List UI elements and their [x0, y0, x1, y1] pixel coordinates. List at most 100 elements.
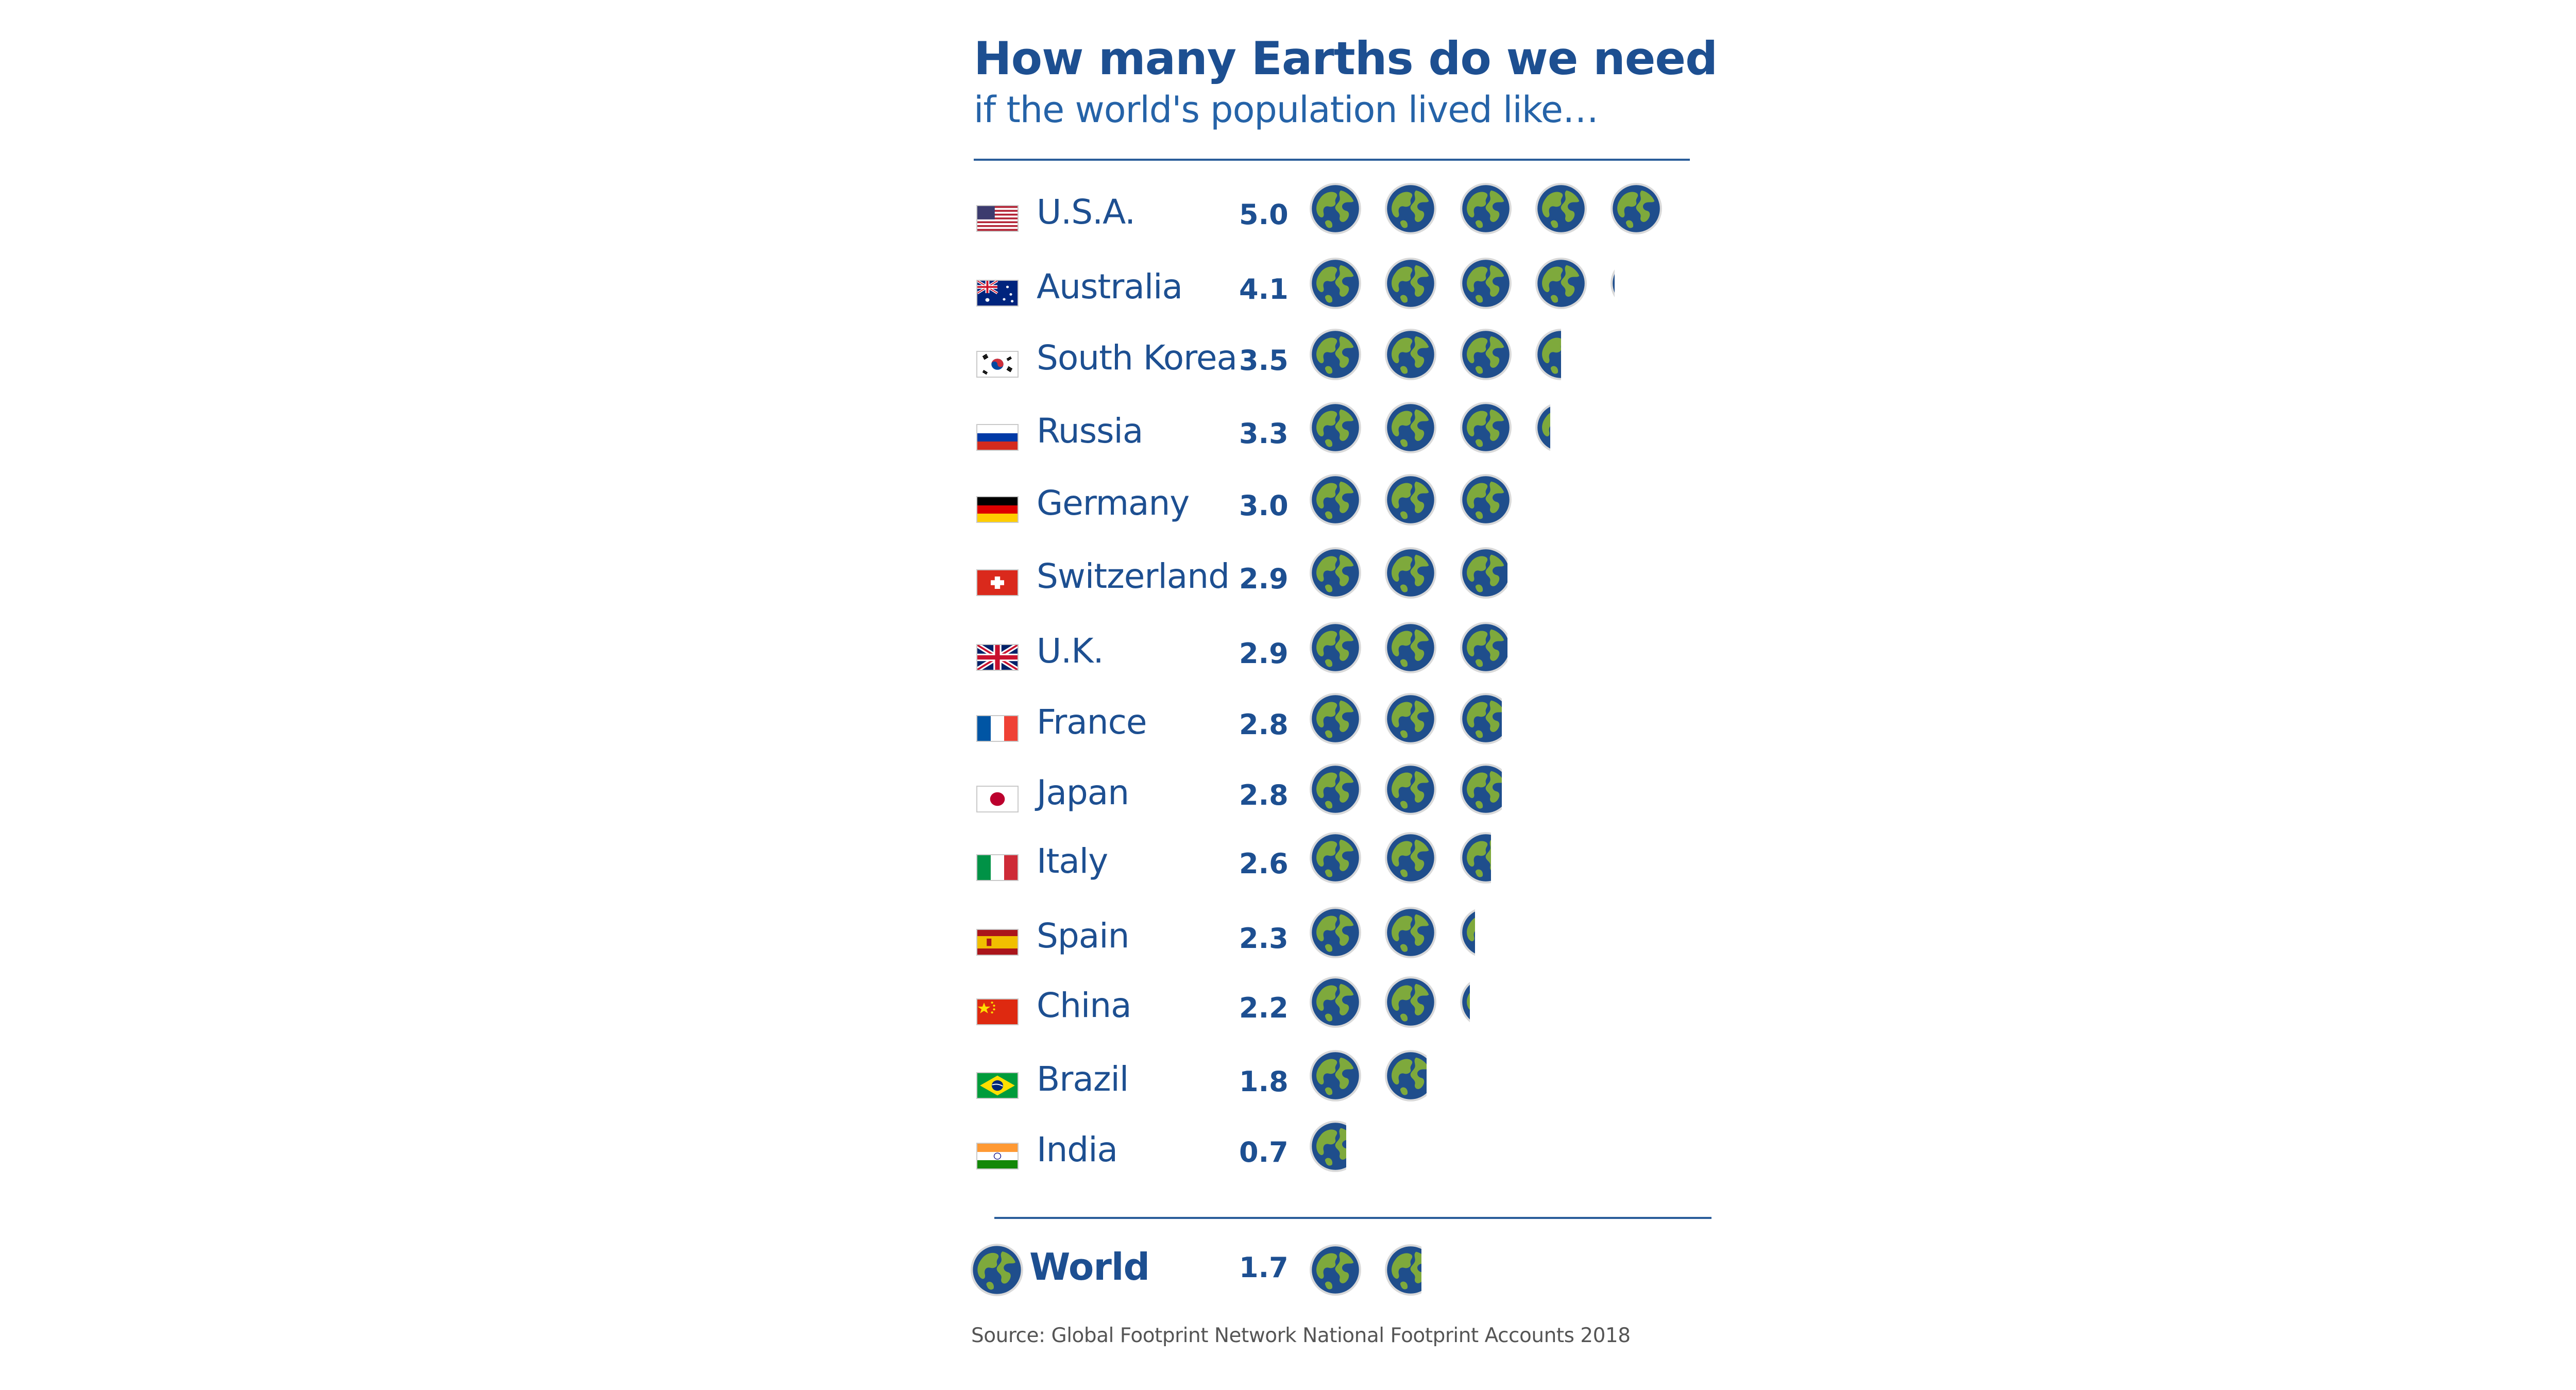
chart-subtitle: if the world's population lived like…: [974, 89, 1599, 131]
flag-brazil-icon: [976, 1072, 1019, 1099]
country-row: U.S.A. 5.0: [0, 183, 2576, 265]
earth-globe-icon: [1459, 831, 1491, 888]
country-row: U.K. 2.9: [0, 622, 2576, 704]
earth-globe-icon: [1309, 328, 1362, 384]
chart-title: How many Earths do we need: [974, 32, 1718, 85]
country-label: China: [1037, 986, 1132, 1025]
earth-globe-icon: [1459, 257, 1513, 313]
earth-globe-icon: [1459, 473, 1513, 530]
flag-australia-icon: [976, 280, 1019, 307]
earth-globe-icon: [1309, 831, 1362, 888]
country-row: Russia 3.3: [0, 402, 2576, 484]
earth-globe-icon: [1384, 975, 1437, 1032]
country-label: Brazil: [1037, 1059, 1129, 1099]
earth-globe-icon: [1459, 692, 1502, 749]
earth-globe-icon: [1534, 401, 1550, 457]
earth-globe-icon: [1534, 182, 1588, 239]
value-label: 5.0: [1239, 198, 1289, 231]
country-row: Australia 4.1: [0, 258, 2576, 340]
flag-france-icon: [976, 715, 1019, 742]
country-row: India 0.7: [0, 1121, 2576, 1203]
value-label: 1.7: [1239, 1251, 1289, 1284]
value-label: 3.5: [1239, 344, 1289, 377]
value-label: 3.0: [1239, 489, 1289, 522]
earth-globe-icon: [1459, 906, 1475, 962]
earth-globe-icon: [1384, 257, 1437, 313]
country-row: Japan 2.8: [0, 764, 2576, 846]
country-row: Switzerland 2.9: [0, 547, 2576, 630]
earth-globe-icon: [1384, 546, 1437, 603]
earth-globe-icon: [1309, 621, 1362, 677]
value-label: 1.8: [1239, 1065, 1289, 1098]
top-divider: [974, 159, 1690, 161]
earth-globe-icon: [1384, 1243, 1421, 1300]
earth-globe-icon: [1309, 1049, 1362, 1106]
earth-globe-icon: [1534, 328, 1561, 384]
earth-globe-icon: [1309, 692, 1362, 749]
earth-globe-icon: [1459, 401, 1513, 457]
earth-globe-icon: [1609, 182, 1663, 239]
flag-italy-icon: [976, 854, 1019, 881]
earth-globe-icon: [1384, 328, 1437, 384]
value-label: 2.9: [1239, 637, 1289, 670]
earth-globe-icon: [1309, 473, 1362, 530]
earth-globe-icon: [1384, 621, 1437, 677]
earth-globe-icon: [1459, 328, 1513, 384]
value-label: 2.8: [1239, 779, 1289, 811]
flag-india-icon: [976, 1143, 1019, 1169]
value-label: 4.1: [1239, 273, 1289, 306]
earth-globe-icon: [970, 1243, 1024, 1299]
country-row: Italy 2.6: [0, 832, 2576, 914]
earth-globe-icon: [1384, 906, 1437, 962]
flag-switzerland-icon: [976, 569, 1019, 596]
value-label: 0.7: [1239, 1136, 1289, 1168]
flag-south-korea-icon: [976, 351, 1019, 378]
world-row: World 1.7: [0, 1244, 2576, 1306]
country-label: Spain: [1037, 916, 1129, 956]
country-row: France 2.8: [0, 693, 2576, 775]
country-row: Brazil 1.8: [0, 1050, 2576, 1132]
earth-globe-icon: [1309, 1120, 1346, 1176]
earth-globe-icon: [1309, 401, 1362, 457]
earth-globe-icon: [1309, 182, 1362, 239]
country-label: U.K.: [1037, 631, 1104, 671]
country-label: France: [1037, 702, 1147, 742]
value-label: 2.6: [1239, 847, 1289, 880]
country-row: South Korea 3.5: [0, 329, 2576, 411]
earth-globe-icon: [1459, 182, 1513, 239]
earth-globe-icon: [1384, 762, 1437, 819]
earth-globe-icon: [1384, 831, 1437, 888]
flag-uk-icon: [976, 644, 1019, 671]
earth-globe-icon: [1384, 1049, 1427, 1106]
country-row: Spain 2.3: [0, 907, 2576, 989]
country-label: Italy: [1037, 841, 1108, 881]
value-label: 2.9: [1239, 563, 1289, 595]
source-note: Source: Global Footprint Network Nationa…: [971, 1324, 1631, 1347]
country-label: Russia: [1037, 411, 1143, 451]
earth-globe-icon: [1309, 975, 1362, 1032]
value-label: 2.3: [1239, 922, 1289, 955]
earth-globe-icon: [1309, 546, 1362, 603]
country-label: South Korea: [1037, 338, 1238, 378]
earth-globe-icon: [1609, 257, 1615, 313]
earth-globe-icon: [1459, 762, 1502, 819]
earth-globe-icon: [1309, 762, 1362, 819]
earth-globe-icon: [1309, 906, 1362, 962]
world-divider: [994, 1217, 1711, 1219]
flag-spain-icon: [976, 929, 1019, 956]
flag-china-icon: [976, 998, 1019, 1025]
earth-globe-icon: [1309, 1243, 1362, 1300]
earth-globe-icon: [1384, 401, 1437, 457]
earth-globe-icon: [1384, 692, 1437, 749]
flag-russia-icon: [976, 424, 1019, 451]
country-label: Japan: [1037, 773, 1129, 812]
flag-usa-icon: [976, 205, 1019, 232]
flag-germany-icon: [976, 496, 1019, 523]
country-row: Germany 3.0: [0, 474, 2576, 556]
value-label: 2.8: [1239, 708, 1289, 741]
earth-globe-icon: [1459, 621, 1507, 677]
country-label: Australia: [1037, 267, 1183, 307]
country-row: China 2.2: [0, 976, 2576, 1059]
world-label: World: [1029, 1245, 1150, 1289]
